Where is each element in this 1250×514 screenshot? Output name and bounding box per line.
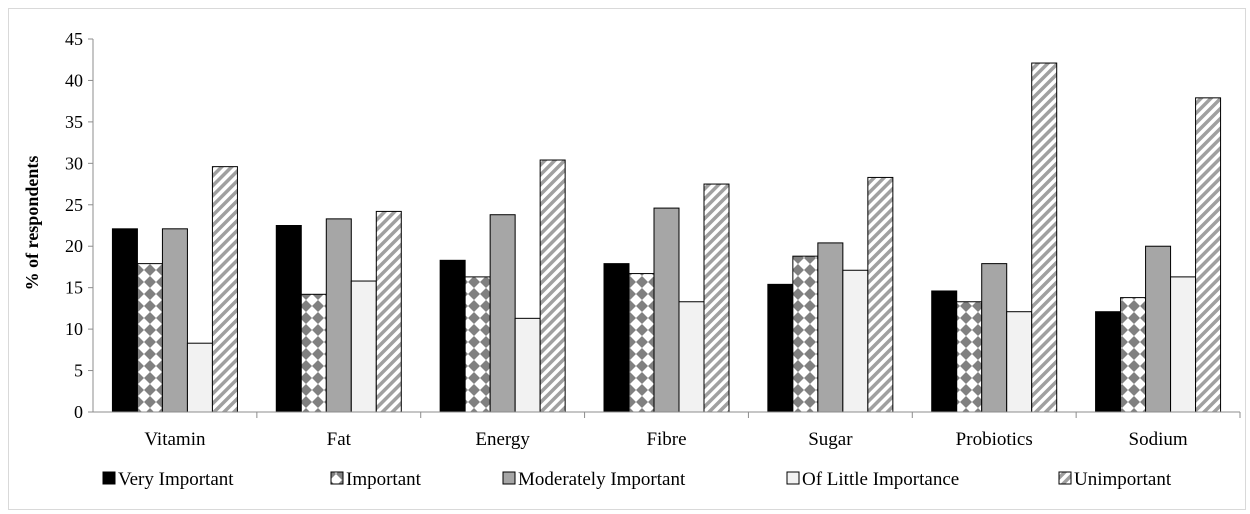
bar-very-important-fat	[276, 226, 301, 413]
bar-unimportant-fibre	[704, 184, 729, 412]
bar-of-little-importance-vitamin	[187, 343, 212, 412]
y-tick-label: 45	[65, 29, 83, 49]
bar-important-probiotics	[957, 302, 982, 412]
bar-unimportant-vitamin	[212, 167, 237, 412]
legend-label-very-important: Very Important	[118, 469, 234, 490]
y-tick-label: 15	[65, 278, 83, 298]
legend-swatch-very-important	[103, 472, 115, 484]
y-axis-title: % of respondents	[22, 156, 42, 291]
bar-moderately-important-sugar	[818, 243, 843, 412]
bar-unimportant-sodium	[1196, 98, 1221, 412]
bar-important-energy	[465, 277, 490, 412]
legend-label-of-little-importance: Of Little Importance	[802, 469, 959, 490]
bar-important-fat	[301, 294, 326, 412]
bar-important-sugar	[793, 256, 818, 412]
y-tick-label: 0	[74, 402, 83, 422]
bar-important-vitamin	[137, 264, 162, 412]
bar-unimportant-fat	[376, 211, 401, 412]
y-tick-label: 25	[65, 195, 83, 215]
y-tick-label: 40	[65, 70, 83, 90]
bar-of-little-importance-probiotics	[1007, 312, 1032, 412]
category-label: Sugar	[808, 429, 853, 450]
category-label: Sodium	[1129, 429, 1188, 450]
y-tick-label: 35	[65, 112, 83, 132]
bar-very-important-fibre	[604, 264, 629, 412]
bar-moderately-important-energy	[490, 215, 515, 412]
legend-swatch-unimportant	[1059, 472, 1071, 484]
bar-of-little-importance-fat	[351, 281, 376, 412]
bar-very-important-energy	[440, 260, 465, 412]
bar-moderately-important-fat	[326, 219, 351, 412]
bar-of-little-importance-energy	[515, 318, 540, 412]
y-tick-label: 30	[65, 153, 83, 173]
bar-of-little-importance-fibre	[679, 302, 704, 412]
legend-label-unimportant: Unimportant	[1074, 469, 1172, 490]
y-tick-label: 5	[74, 361, 83, 381]
bar-important-fibre	[629, 274, 654, 412]
bar-unimportant-probiotics	[1032, 63, 1057, 412]
category-label: Vitamin	[144, 429, 206, 450]
bar-very-important-vitamin	[112, 229, 137, 412]
legend-swatch-moderately-important	[503, 472, 515, 484]
y-tick-label: 10	[65, 319, 83, 339]
bar-very-important-sugar	[768, 284, 793, 412]
bar-of-little-importance-sodium	[1171, 277, 1196, 412]
bar-very-important-sodium	[1096, 312, 1121, 412]
legend-label-moderately-important: Moderately Important	[518, 469, 686, 490]
bar-of-little-importance-sugar	[843, 270, 868, 412]
bar-unimportant-energy	[540, 160, 565, 412]
legend-swatch-of-little-importance	[787, 472, 799, 484]
bar-moderately-important-fibre	[654, 208, 679, 412]
legend-swatch-important	[331, 472, 343, 484]
bar-moderately-important-sodium	[1146, 246, 1171, 412]
bar-important-sodium	[1121, 298, 1146, 412]
bar-very-important-probiotics	[932, 291, 957, 412]
bar-moderately-important-vitamin	[162, 229, 187, 412]
bar-unimportant-sugar	[868, 177, 893, 412]
legend-label-important: Important	[346, 469, 422, 490]
bar-moderately-important-probiotics	[982, 264, 1007, 412]
category-label: Fat	[327, 429, 352, 450]
category-label: Fibre	[646, 429, 686, 450]
y-tick-label: 20	[65, 236, 83, 256]
category-label: Probiotics	[956, 429, 1033, 450]
category-label: Energy	[475, 429, 530, 450]
